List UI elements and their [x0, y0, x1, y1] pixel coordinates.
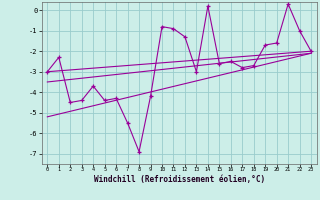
X-axis label: Windchill (Refroidissement éolien,°C): Windchill (Refroidissement éolien,°C) [94, 175, 265, 184]
